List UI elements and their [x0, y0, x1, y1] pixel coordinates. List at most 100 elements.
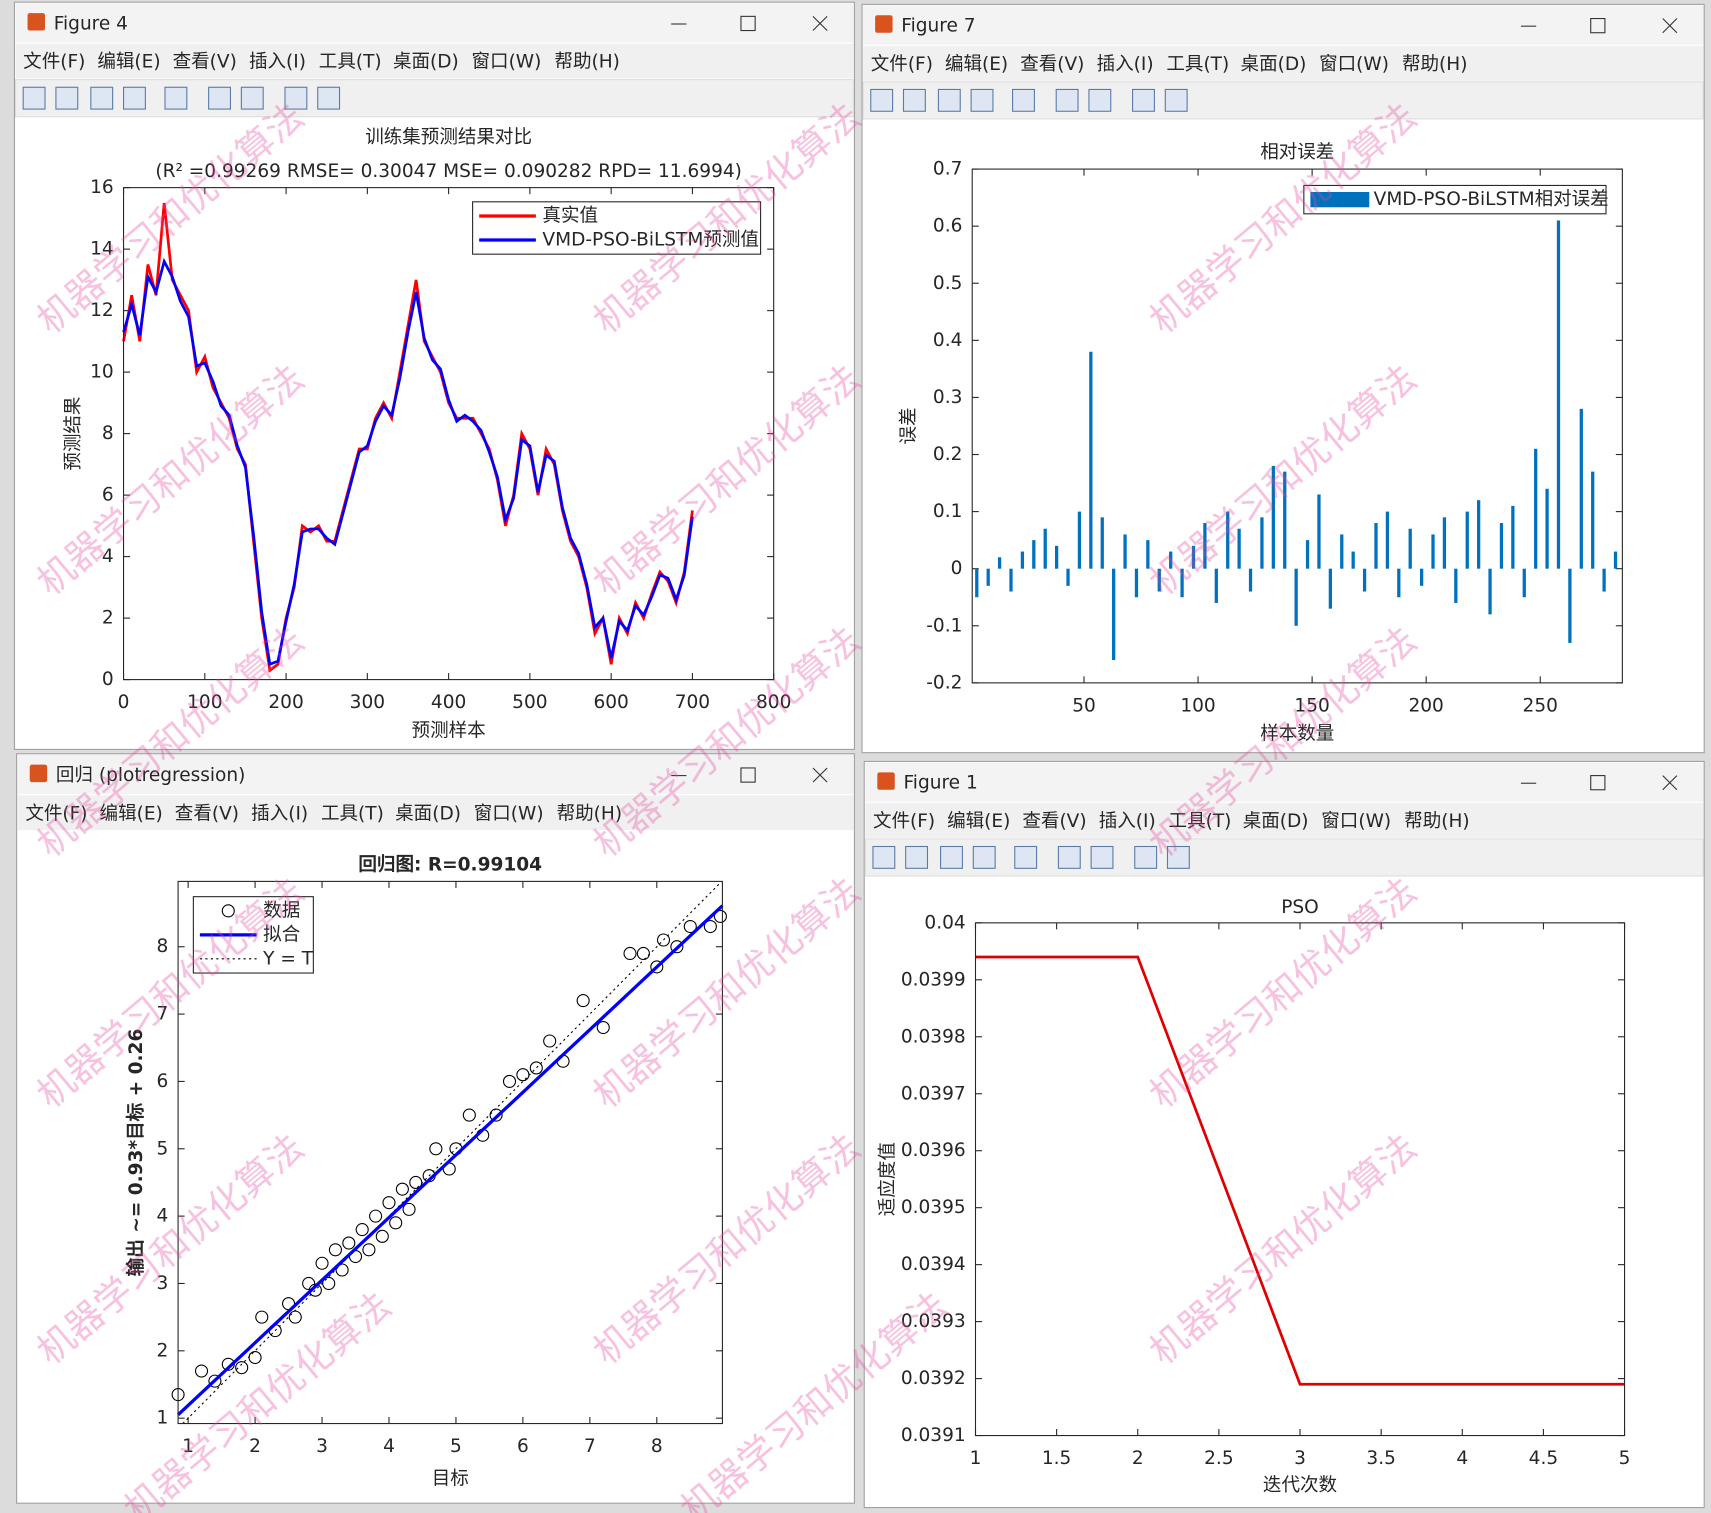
y-tick-label: 0.6: [933, 216, 962, 237]
y-tick-label: 0.0396: [901, 1140, 966, 1161]
tool-button[interactable]: [870, 88, 894, 112]
menu-item[interactable]: 工具(T): [1169, 811, 1232, 832]
menu-item[interactable]: 查看(V): [1020, 54, 1084, 75]
legend-swatch: [1310, 191, 1370, 208]
tool-button[interactable]: [1014, 845, 1038, 869]
bar: [1100, 517, 1104, 569]
y-tick-label: 0.7: [933, 159, 962, 180]
tool-button[interactable]: [122, 86, 146, 110]
tool-button[interactable]: [164, 86, 188, 110]
close[interactable]: [1662, 18, 1678, 34]
tool-button[interactable]: [970, 88, 994, 112]
tool-button[interactable]: [937, 88, 961, 112]
legend-label: 真实值: [542, 205, 598, 226]
menu-item[interactable]: 帮助(H): [1404, 811, 1469, 832]
data-point: [389, 1216, 403, 1230]
x-tick-label: 4: [383, 1436, 395, 1457]
close[interactable]: [812, 767, 828, 783]
bar: [1032, 540, 1036, 569]
tool-button[interactable]: [284, 86, 308, 110]
bar: [1260, 517, 1264, 569]
tool-button[interactable]: [317, 86, 341, 110]
tool-button[interactable]: [1055, 88, 1079, 112]
menu-item[interactable]: 文件(F): [23, 52, 85, 73]
tool-button[interactable]: [1088, 88, 1112, 112]
menu-item[interactable]: 文件(F): [873, 811, 935, 832]
menu-item[interactable]: 桌面(D): [395, 803, 461, 824]
menu-item[interactable]: 帮助(H): [557, 803, 622, 824]
bar: [1112, 568, 1116, 661]
menu-item[interactable]: 插入(I): [249, 52, 306, 73]
menu-item[interactable]: 查看(V): [173, 52, 237, 73]
menu-item[interactable]: 桌面(D): [1243, 811, 1309, 832]
menu-item[interactable]: 插入(I): [1099, 811, 1156, 832]
tool-button[interactable]: [1166, 845, 1190, 869]
tool-button[interactable]: [1132, 88, 1155, 112]
window-title: Figure 7: [901, 16, 975, 37]
menu-item[interactable]: 工具(T): [321, 803, 384, 824]
close[interactable]: [1662, 775, 1678, 791]
maximize[interactable]: [1590, 775, 1606, 791]
y-tick-label: 8: [156, 936, 168, 957]
maximize[interactable]: [740, 767, 756, 783]
tool-button[interactable]: [972, 845, 996, 869]
menu-item[interactable]: 编辑(E): [100, 803, 163, 824]
x-tick-label: 4: [1456, 1448, 1468, 1469]
menu-item[interactable]: 文件(F): [871, 54, 933, 75]
data-point: [529, 1061, 543, 1075]
y-tick-label: 16: [90, 177, 114, 198]
menu-item[interactable]: 编辑(E): [97, 52, 160, 73]
menu-item[interactable]: 插入(I): [251, 803, 308, 824]
menu-item[interactable]: 桌面(D): [1241, 54, 1307, 75]
close[interactable]: [812, 15, 828, 31]
tool-button[interactable]: [872, 845, 896, 869]
menu-item[interactable]: 窗口(W): [472, 52, 542, 73]
menu-item[interactable]: 查看(V): [175, 803, 239, 824]
menu-item[interactable]: 帮助(H): [1402, 54, 1467, 75]
data-point: [656, 933, 671, 947]
menu-bar: [15, 43, 854, 79]
tool-button[interactable]: [1090, 845, 1114, 869]
menu-item[interactable]: 编辑(E): [945, 54, 1008, 75]
legend-label: VMD-PSO-BiLSTM相对误差: [1374, 189, 1609, 210]
menu-item[interactable]: 编辑(E): [947, 811, 1010, 832]
legend-label: 拟合: [263, 924, 300, 945]
bar: [1442, 517, 1447, 569]
maximize[interactable]: [740, 15, 756, 32]
tool-button[interactable]: [1164, 88, 1188, 112]
bar: [1294, 568, 1298, 626]
tool-button[interactable]: [1057, 845, 1081, 869]
data-point: [650, 960, 664, 974]
bar: [1077, 511, 1082, 569]
menu-item[interactable]: 工具(T): [319, 52, 382, 73]
tool-button[interactable]: [90, 86, 114, 110]
data-point: [713, 909, 727, 923]
tool-button[interactable]: [902, 88, 926, 112]
data-point: [623, 946, 637, 961]
tool-button[interactable]: [905, 845, 929, 869]
bar: [1317, 494, 1321, 569]
menu-item[interactable]: 文件(F): [25, 803, 87, 824]
x-tick-label: 500: [512, 692, 547, 713]
maximize[interactable]: [1590, 17, 1606, 34]
tool-button[interactable]: [208, 86, 231, 110]
data-point: [255, 1310, 269, 1324]
menu-item[interactable]: 插入(I): [1097, 54, 1154, 75]
x-tick-label: 2.5: [1204, 1448, 1233, 1469]
tool-button[interactable]: [240, 86, 264, 110]
menu-item[interactable]: 帮助(H): [554, 52, 619, 73]
tool-button[interactable]: [940, 845, 963, 869]
menu-item[interactable]: 桌面(D): [393, 52, 459, 73]
menu-item[interactable]: 工具(T): [1166, 54, 1229, 75]
tool-button[interactable]: [1012, 88, 1035, 112]
tool-button[interactable]: [55, 86, 79, 110]
menu-item[interactable]: 窗口(W): [474, 803, 544, 824]
tool-button[interactable]: [1134, 845, 1158, 869]
tool-button[interactable]: [22, 86, 46, 110]
bar: [1351, 551, 1355, 569]
menu-item[interactable]: 窗口(W): [1319, 54, 1389, 75]
menu-item[interactable]: 查看(V): [1022, 811, 1086, 832]
axes-box: [122, 187, 775, 681]
menu-item[interactable]: 窗口(W): [1321, 811, 1391, 832]
data-point: [335, 1263, 349, 1277]
